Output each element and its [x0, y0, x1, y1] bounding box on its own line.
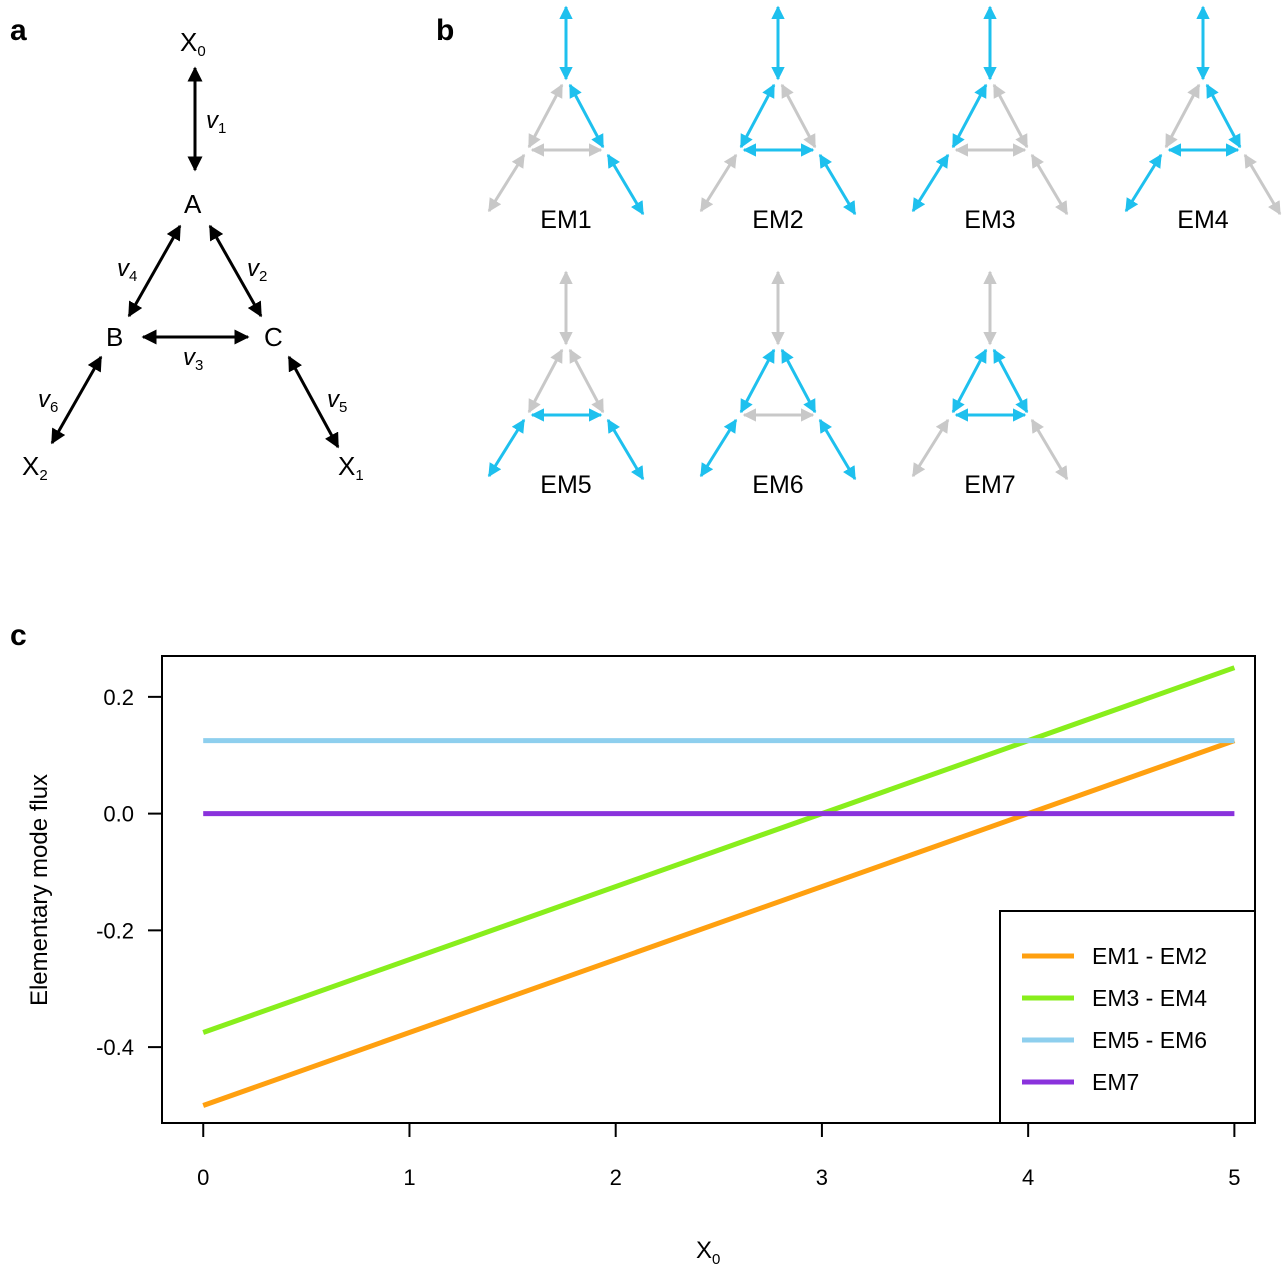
- em-label: EM1: [540, 206, 591, 234]
- em-edge-v6-inactive: [699, 153, 738, 213]
- x-tick-label: 4: [1022, 1165, 1034, 1190]
- em-diagram-em4: EM4: [1124, 5, 1282, 234]
- reaction-arrow-v6: [50, 355, 103, 445]
- node-X2: X2: [22, 451, 48, 484]
- y-tick-label: 0.0: [103, 802, 134, 827]
- em-edge-v4-inactive: [527, 83, 564, 149]
- em-label: EM2: [752, 206, 803, 234]
- em-label: EM7: [964, 471, 1015, 499]
- em-edge-v4-active: [739, 348, 776, 414]
- em-edge-v5-active: [606, 418, 645, 481]
- x-tick-label: 5: [1228, 1165, 1240, 1190]
- panel-letter-a: a: [10, 14, 27, 47]
- reaction-arrow-v2: [208, 224, 263, 318]
- reaction-label-v3: v3: [183, 344, 203, 374]
- em-edge-v5-inactive: [1030, 153, 1069, 216]
- em-edge-v6-inactive: [911, 418, 950, 478]
- reaction-label-v5: v5: [327, 386, 347, 416]
- reaction-label-v6: v6: [38, 386, 58, 416]
- em-diagram-em1: EM1: [487, 5, 645, 234]
- em-edge-v4-active: [739, 83, 776, 149]
- legend-entry: EM1 - EM2: [1092, 943, 1207, 969]
- reaction-arrow-v5: [287, 355, 340, 449]
- em-edge-v5-active: [606, 153, 645, 216]
- em-edge-v2-inactive: [568, 348, 605, 414]
- reaction-arrow-v4: [127, 224, 182, 318]
- y-tick-label: 0.2: [103, 685, 134, 710]
- em-diagram-em2: EM2: [699, 5, 857, 234]
- em-diagram-em7: EM7: [911, 270, 1069, 499]
- reaction-label-v4: v4: [117, 255, 137, 285]
- x-axis: 0 1 2 3 4 5: [197, 1123, 1241, 1190]
- y-axis: 0.2 0.0 -0.2 -0.4: [96, 685, 162, 1060]
- em-diagram-em5: EM5: [487, 270, 645, 499]
- em-edge-v2-inactive: [780, 83, 817, 149]
- flux-chart: 0 1 2 3 4 5 0.2 0.0 -0.2 -0.4 X0 Elementary mode…: [26, 655, 1256, 1268]
- series-line-2: [202, 665, 1236, 1035]
- em-edge-v2-inactive: [992, 83, 1029, 149]
- em-edge-v6-inactive: [487, 153, 526, 213]
- x-tick-label: 1: [403, 1165, 415, 1190]
- legend-box: [999, 910, 1256, 1124]
- x-tick-label: 0: [197, 1165, 209, 1190]
- em-edge-v6-active: [487, 418, 526, 478]
- x-tick-label: 3: [816, 1165, 828, 1190]
- em-edge-v5-inactive: [1030, 418, 1069, 481]
- x-axis-label: X0: [696, 1237, 720, 1268]
- series-line-1: [202, 738, 1236, 1108]
- series-lines: [202, 665, 1236, 1108]
- reaction-label-v2: v2: [247, 255, 267, 285]
- node-A: A: [184, 189, 202, 219]
- em-diagram-em3: EM3: [911, 5, 1069, 234]
- elementary-modes: EM1 EM2 EM3 EM4 EM5 EM6 EM7: [487, 5, 1282, 499]
- x-tick-label: 2: [610, 1165, 622, 1190]
- em-edge-v5-active: [818, 418, 857, 481]
- y-tick-label: -0.4: [96, 1035, 134, 1060]
- em-edge-v2-active: [1205, 83, 1242, 149]
- em-label: EM6: [752, 471, 803, 499]
- em-edge-v2-active: [780, 348, 817, 414]
- em-edge-v2-active: [568, 83, 605, 149]
- y-axis-label: Elementary mode flux: [26, 774, 53, 1006]
- em-edge-v4-active: [951, 348, 988, 414]
- em-edge-v4-inactive: [1164, 83, 1201, 149]
- legend-entry: EM7: [1092, 1069, 1139, 1095]
- legend-entry: EM5 - EM6: [1092, 1027, 1207, 1053]
- em-edge-v4-inactive: [527, 348, 564, 414]
- em-edge-v6-active: [911, 153, 950, 213]
- em-edge-v4-active: [951, 83, 988, 149]
- em-edge-v5-active: [818, 153, 857, 216]
- node-B: B: [106, 322, 123, 352]
- legend: EM1 - EM2 EM3 - EM4 EM5 - EM6 EM7: [999, 910, 1256, 1124]
- em-edge-v5-inactive: [1243, 153, 1282, 216]
- node-X1: X1: [338, 451, 364, 484]
- plot-frame: [161, 655, 1256, 1124]
- em-edge-v6-active: [699, 418, 738, 478]
- em-label: EM5: [540, 471, 591, 499]
- y-tick-label: -0.2: [96, 918, 134, 943]
- em-edge-v2-active: [992, 348, 1029, 414]
- reaction-label-v1: v1: [206, 107, 226, 137]
- em-label: EM3: [964, 206, 1015, 234]
- network-diagram: X0 A B C X1 X2 v1 v2 v3 v4 v5 v6: [22, 27, 364, 484]
- legend-entry: EM3 - EM4: [1092, 985, 1207, 1011]
- panel-letter-c: c: [10, 619, 27, 652]
- node-C: C: [264, 322, 283, 352]
- panel-letter-b: b: [436, 14, 454, 47]
- node-X0: X0: [180, 27, 206, 60]
- em-diagram-em6: EM6: [699, 270, 857, 499]
- em-edge-v6-active: [1124, 153, 1163, 213]
- em-label: EM4: [1177, 206, 1229, 234]
